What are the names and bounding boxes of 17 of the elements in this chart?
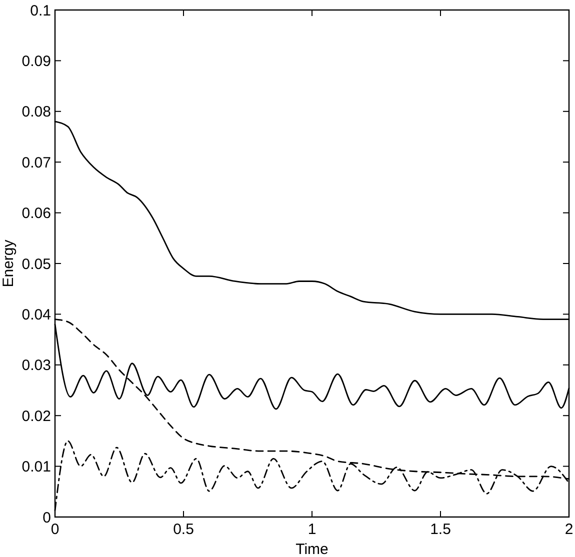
y-tick-label: 0.02 [22, 408, 51, 425]
x-tick-label: 1 [308, 521, 316, 538]
x-tick-label: 2 [564, 521, 574, 538]
y-tick-label: 0.06 [22, 205, 51, 222]
y-tick-label: 0.1 [30, 2, 51, 20]
y-tick-label: 0.03 [22, 357, 51, 374]
y-tick-label: 0 [42, 509, 51, 526]
y-axis-title: Energy [0, 239, 17, 288]
y-tick-label: 0.04 [22, 306, 51, 324]
y-tick-label: 0.08 [22, 104, 51, 121]
y-tick-label: 0.01 [22, 458, 51, 476]
y-tick-label: 0.09 [22, 52, 51, 70]
x-tick-label: 0.5 [173, 521, 194, 538]
y-tick-label: 0.05 [22, 256, 51, 273]
y-tick-label: 0.07 [22, 154, 51, 172]
x-tick-label: 1.5 [430, 521, 451, 538]
x-axis-title: Time [296, 541, 328, 557]
